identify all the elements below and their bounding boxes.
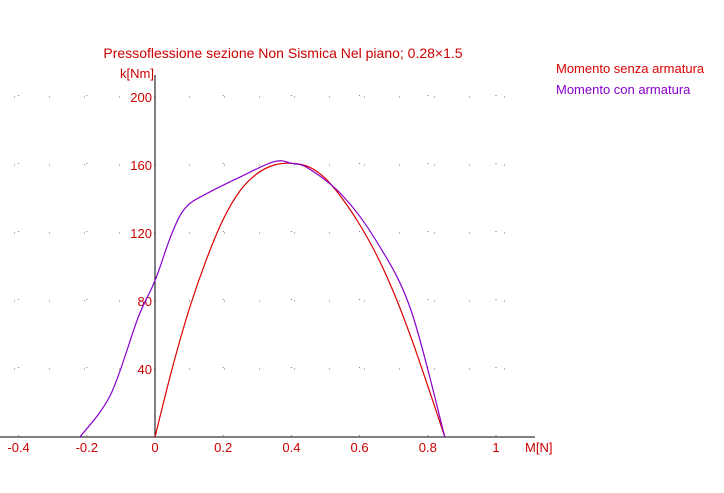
axes: [0, 75, 535, 438]
legend-entry-con: Momento con armatura: [556, 82, 691, 97]
legend-entry-senza: Momento senza armatura: [556, 61, 705, 76]
x-tick-label: -0.4: [7, 440, 29, 455]
x-tick-label: 0.2: [214, 440, 232, 455]
x-tick-label: 0.6: [351, 440, 369, 455]
x-tick-label: 0.4: [282, 440, 300, 455]
y-tick-label: 40: [138, 362, 152, 377]
legend: Momento senza armatura Momento con armat…: [556, 61, 705, 97]
x-axis-label: M[N]: [525, 440, 552, 455]
series-line-senza-armatura: [154, 162, 446, 438]
series-line-con-armatura: [79, 160, 446, 438]
x-tick-labels: -0.4 -0.2 0 0.2 0.4 0.6 0.8 1: [7, 440, 499, 455]
x-tick-label: 0: [151, 440, 158, 455]
y-axis-label: k[Nm]: [120, 66, 154, 81]
y-tick-label: 200: [130, 90, 152, 105]
y-tick-label: 120: [130, 226, 152, 241]
x-tick-label: 1: [492, 440, 499, 455]
y-tick-label: 160: [130, 158, 152, 173]
x-tick-label: -0.2: [76, 440, 98, 455]
chart-title: Pressoflessione sezione Non Sismica Nel …: [103, 45, 462, 61]
x-tick-label: 0.8: [419, 440, 437, 455]
series-lines: [79, 160, 446, 438]
grid: [14, 95, 505, 437]
